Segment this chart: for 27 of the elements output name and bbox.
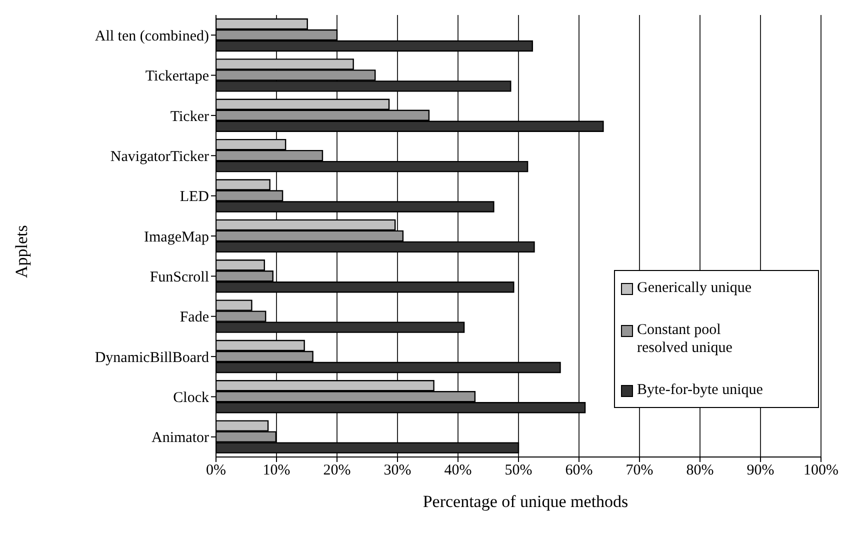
x-tick-label: 30% bbox=[384, 462, 412, 479]
y-tick-label: Fade bbox=[180, 310, 210, 326]
x-tick-label: 10% bbox=[262, 462, 290, 479]
y-axis-title: Applets bbox=[12, 224, 32, 278]
x-tick-label: 20% bbox=[323, 462, 351, 479]
y-tick-label: Animator bbox=[152, 430, 209, 446]
y-tick-label: Ticker bbox=[170, 108, 209, 125]
legend-label: Generically unique bbox=[637, 279, 752, 297]
y-tick-label: Clock bbox=[173, 390, 210, 406]
y-tick-label: DynamicBillBoard bbox=[94, 350, 210, 366]
x-tick-label: 80% bbox=[686, 462, 714, 479]
y-tick-label: FunScroll bbox=[150, 270, 209, 286]
x-tick-label: 40% bbox=[444, 462, 472, 479]
x-tick-label: 60% bbox=[565, 462, 593, 479]
y-tick-label: All ten (combined) bbox=[94, 28, 209, 44]
x-tick-label: 90% bbox=[746, 462, 774, 479]
y-tick-label: NavigatorTicker bbox=[110, 148, 209, 165]
legend-label: Byte-for-byte unique bbox=[637, 381, 763, 399]
y-tick-label: LED bbox=[180, 189, 210, 206]
legend-label: Constant pool resolved unique bbox=[637, 321, 734, 357]
x-tick-label: 50% bbox=[504, 462, 532, 479]
x-tick-label: 0% bbox=[206, 462, 226, 479]
x-axis-title: Percentage of unique methods bbox=[422, 492, 630, 512]
x-tick-label: 70% bbox=[626, 462, 654, 479]
y-tick-label: Tickertape bbox=[145, 68, 210, 85]
x-tick-label: 100% bbox=[804, 462, 838, 479]
y-tick-label: ImageMap bbox=[144, 229, 209, 246]
